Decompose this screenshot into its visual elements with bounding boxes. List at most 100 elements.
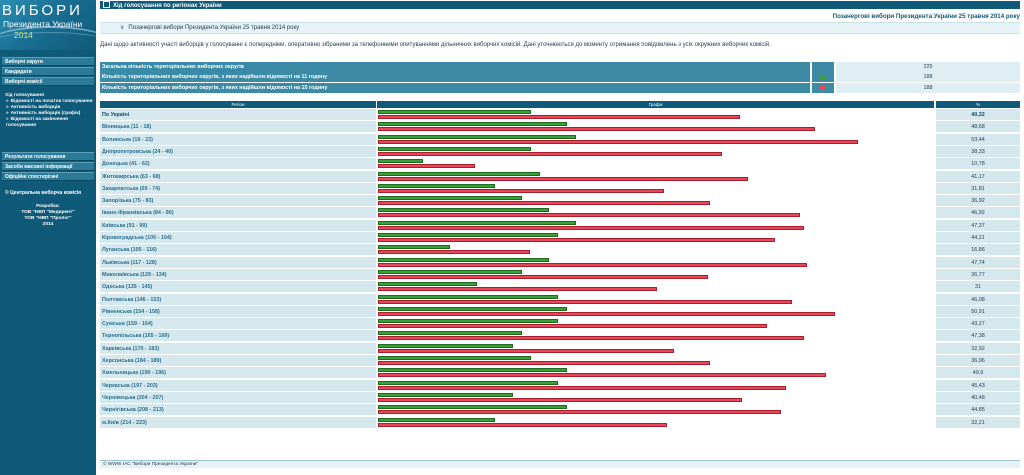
region-name[interactable]: Кіровоградська (100 - 104): [100, 232, 376, 243]
turnout-chart-cell: [377, 207, 934, 219]
turnout-percent: 38,33: [936, 145, 1020, 157]
turnout-bar-15h: [378, 397, 742, 402]
region-name[interactable]: Харківська (170 - 183): [100, 342, 376, 354]
region-name[interactable]: Дніпропетровська (24 - 40): [100, 145, 376, 157]
region-name[interactable]: Полтавська (146 - 153): [100, 293, 376, 305]
sidebar-item-districts[interactable]: Виборчі округи: [2, 57, 94, 66]
table-row: Чернівецька (204 - 207) 40,48: [100, 391, 1020, 404]
sidebar-subitem-activity[interactable]: » Активність виборців: [6, 105, 61, 110]
region-name[interactable]: Одеська (135 - 145): [100, 281, 376, 293]
sidebar: ВИБОРИ Президента України 2014 Виборчі о…: [0, 0, 96, 475]
turnout-bar-11h: [378, 356, 531, 360]
stat-marker: [812, 83, 834, 93]
turnout-chart-cell: [377, 416, 934, 428]
turnout-bar-11h: [378, 331, 522, 336]
stat-value: 188: [836, 83, 1020, 93]
logo-wave-decoration: [0, 32, 96, 50]
turnout-bar-15h: [378, 385, 787, 390]
turnout-bar-11h: [378, 368, 567, 373]
turnout-bar-11h: [378, 146, 531, 151]
turnout-chart-cell: [377, 182, 934, 194]
turnout-chart-cell: [377, 318, 934, 330]
legend-swatch: [820, 86, 825, 90]
table-row: Донецька (41 - 62) 10,78: [100, 158, 1020, 170]
table-row: Кіровоградська (100 - 104) 44,21: [100, 232, 1020, 244]
region-name[interactable]: Чернівецька (204 - 207): [100, 391, 376, 403]
table-row: Тернопільська (165 - 169) 47,38: [100, 330, 1020, 342]
region-name[interactable]: Миколаївська (129 - 134): [100, 268, 376, 280]
logo[interactable]: ВИБОРИ Президента України 2014: [0, 0, 96, 50]
sidebar-item-candidates[interactable]: Кандидати: [2, 67, 94, 76]
turnout-bar-15h: [378, 127, 816, 132]
region-name[interactable]: Вінницька (11 - 18): [100, 121, 376, 133]
table-row: Хмельницька (190 - 196) 49,9: [100, 367, 1020, 379]
turnout-percent: 46,08: [936, 293, 1020, 305]
column-header-chart: Графік: [377, 101, 934, 108]
chevron-down-icon[interactable]: ∨: [120, 25, 125, 31]
turnout-bar-11h: [378, 282, 477, 287]
turnout-percent: 53,44: [936, 133, 1020, 145]
table-row: Житомирська (63 - 68) 41,17: [100, 170, 1020, 183]
turnout-percent: 10,78: [936, 158, 1020, 170]
turnout-bar-15h: [378, 250, 530, 255]
stat-row: Кількість територіальних виборчих округі…: [100, 83, 1020, 93]
turnout-bar-15h: [378, 213, 800, 218]
turnout-bar-15h: [378, 422, 668, 427]
turnout-percent: 31: [936, 281, 1020, 293]
region-name[interactable]: Львівська (117 - 128): [100, 256, 376, 268]
turnout-chart-cell: [377, 268, 934, 280]
stat-value: 225: [836, 62, 1020, 72]
turnout-bar-11h: [378, 220, 576, 225]
sidebar-subitem-activity-chart[interactable]: » Активність виборців (графік): [6, 111, 81, 116]
election-title: Позачергові вибори Президента України 25…: [832, 13, 1020, 20]
region-name[interactable]: Івано-Франківська (84 - 90): [100, 207, 376, 219]
copyright-icon: ©: [5, 190, 9, 196]
sidebar-item-voting-progress[interactable]: Хід голосування: [5, 93, 44, 98]
sidebar-item-results[interactable]: Результати голосування: [2, 152, 94, 161]
double-arrow-icon: »: [6, 105, 9, 110]
region-name[interactable]: Рівненська (154 - 158): [100, 305, 376, 317]
region-name[interactable]: Чернігівська (208 - 213): [100, 404, 376, 416]
region-name[interactable]: Закарпатська (69 - 74): [100, 182, 376, 194]
region-name[interactable]: Тернопільська (165 - 169): [100, 330, 376, 342]
table-row: Чернігівська (208 - 213) 44,85: [100, 404, 1020, 416]
sidebar-item-media[interactable]: Засоби масової інформації: [2, 162, 94, 171]
turnout-bar-15h: [378, 115, 741, 119]
turnout-bar-15h: [378, 274, 709, 279]
turnout-bar-11h: [378, 245, 450, 250]
sidebar-item-commissions[interactable]: Виборчі комісії: [2, 77, 94, 86]
table-header: Регіон Графік %: [100, 101, 1020, 108]
turnout-bar-11h: [378, 306, 567, 311]
region-name[interactable]: Волинська (19 - 23): [100, 133, 376, 145]
stat-marker: [812, 72, 834, 82]
turnout-percent: 45,43: [936, 379, 1020, 391]
region-name[interactable]: Хмельницька (190 - 196): [100, 367, 376, 379]
region-name[interactable]: м.Київ (214 - 223): [100, 416, 376, 428]
region-name[interactable]: Черкаська (197 - 203): [100, 379, 376, 391]
region-name[interactable]: Сумська (159 - 164): [100, 318, 376, 330]
turnout-bar-15h: [378, 299, 792, 304]
stat-label: Кількість територіальних виборчих округі…: [100, 72, 810, 82]
sidebar-subitem-start[interactable]: » Відомості на початок голосування: [6, 99, 93, 104]
turnout-bar-11h: [378, 294, 558, 299]
turnout-chart-cell: [377, 145, 934, 157]
region-name[interactable]: Запорізька (75 - 83): [100, 195, 376, 207]
turnout-chart-cell: [377, 391, 934, 403]
region-name[interactable]: Житомирська (63 - 68): [100, 170, 376, 182]
turnout-bar-11h: [378, 257, 549, 262]
turnout-percent: 32,21: [936, 416, 1020, 428]
turnout-bar-15h: [378, 139, 859, 144]
region-name[interactable]: Луганська (105 - 116): [100, 244, 376, 256]
table-row: Полтавська (146 - 153) 46,08: [100, 293, 1020, 306]
election-selector[interactable]: ∨ Позачергові вибори Президента України 2…: [100, 22, 1020, 34]
region-name[interactable]: Київська (91 - 99): [100, 219, 376, 231]
sidebar-item-cvk[interactable]: © Центральна виборча комісія: [5, 190, 82, 196]
sidebar-item-observers[interactable]: Офіційні спостерігачі: [2, 172, 94, 181]
sidebar-subitem-end[interactable]: » Відомості на закінчення голосування: [6, 117, 68, 128]
region-name[interactable]: Херсонська (184 - 189): [100, 355, 376, 366]
logo-year: 2014: [14, 30, 33, 40]
turnout-bar-15h: [378, 164, 475, 169]
region-name[interactable]: Донецька (41 - 62): [100, 158, 376, 170]
turnout-chart-cell: [377, 158, 934, 170]
turnout-bar-15h: [378, 361, 710, 365]
